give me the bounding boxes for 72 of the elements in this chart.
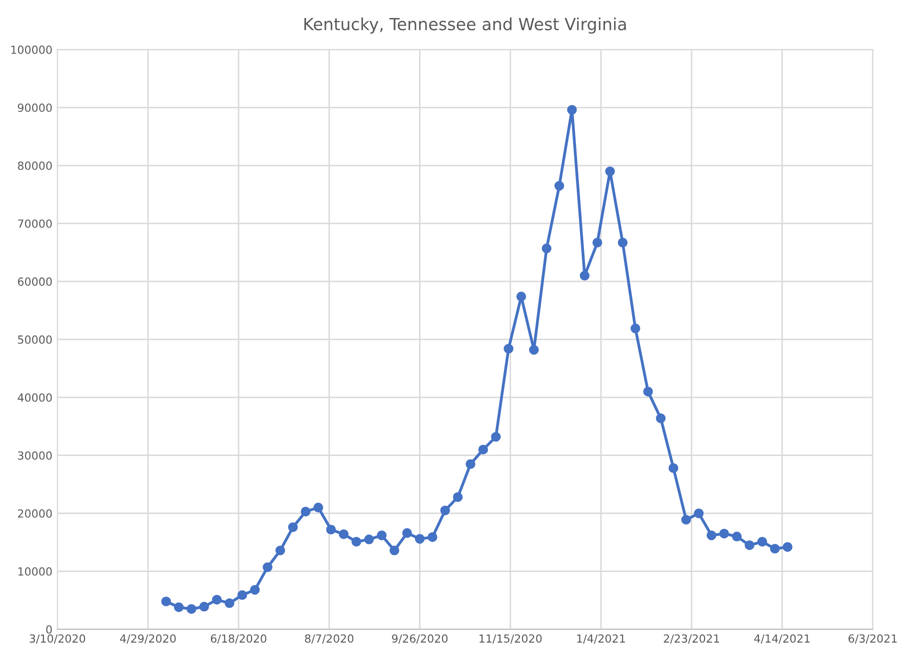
point [516, 292, 526, 302]
point [782, 542, 792, 552]
point [554, 180, 564, 191]
point [719, 528, 730, 538]
point [630, 324, 640, 334]
x-tick-label: 2/23/2021 [664, 634, 720, 644]
point [504, 344, 514, 354]
point [668, 463, 678, 473]
point [542, 244, 552, 254]
x-tick-label: 8/7/2020 [304, 634, 354, 644]
x-tick-label: 1/4/2021 [577, 634, 625, 644]
y-tick-label: 50000 [18, 335, 52, 344]
x-tick-label: 4/14/2021 [754, 634, 810, 644]
point [224, 598, 234, 608]
point [338, 529, 349, 540]
point [428, 532, 438, 542]
point [288, 522, 298, 532]
x-tick-label: 4/29/2020 [120, 634, 176, 644]
y-tick-label: 90000 [18, 104, 52, 112]
y-tick-label: 10000 [18, 567, 52, 576]
point [300, 506, 310, 516]
point [567, 105, 577, 115]
point [414, 534, 425, 544]
point [262, 562, 272, 572]
point [376, 530, 387, 540]
point [491, 432, 501, 442]
point [390, 546, 400, 556]
point [275, 546, 286, 556]
point [250, 584, 260, 595]
y-tick-label: 70000 [18, 219, 52, 228]
point [351, 536, 362, 547]
point [770, 544, 780, 554]
point [643, 386, 653, 396]
point [199, 602, 210, 612]
y-tick-label: 30000 [18, 451, 52, 460]
point [466, 459, 476, 469]
point [186, 604, 196, 614]
point [605, 166, 615, 176]
x-tick-label: 6/3/2021 [848, 634, 897, 644]
point [313, 502, 324, 512]
point [529, 344, 539, 355]
chart-title: Kentucky, Tennessee and West Virginia [304, 17, 626, 34]
y-tick-label: 20000 [18, 509, 52, 518]
point [732, 532, 742, 542]
point [402, 528, 412, 538]
point [757, 536, 768, 547]
y-tick-label: 100000 [11, 46, 52, 54]
x-tick-label: 11/15/2020 [480, 634, 542, 644]
point [212, 594, 222, 605]
point [174, 602, 184, 612]
point [681, 514, 691, 525]
x-tick-label: 9/26/2020 [392, 634, 448, 644]
point [656, 413, 666, 424]
y-tick-label: 0 [46, 625, 52, 634]
x-tick-label: 3/10/2020 [30, 634, 86, 644]
point [706, 530, 716, 540]
point [161, 596, 171, 606]
y-tick-label: 60000 [18, 277, 52, 286]
point [580, 270, 590, 281]
point [618, 238, 628, 248]
point [440, 506, 450, 516]
point [364, 534, 374, 544]
y-tick-label: 80000 [18, 161, 52, 170]
point [326, 524, 336, 534]
point [694, 508, 704, 518]
point [744, 540, 754, 550]
x-tick-label: 6/18/2020 [210, 634, 266, 644]
point [237, 590, 248, 600]
y-tick-label: 40000 [18, 393, 52, 402]
point [478, 444, 488, 454]
point [452, 492, 463, 502]
point [592, 238, 602, 248]
